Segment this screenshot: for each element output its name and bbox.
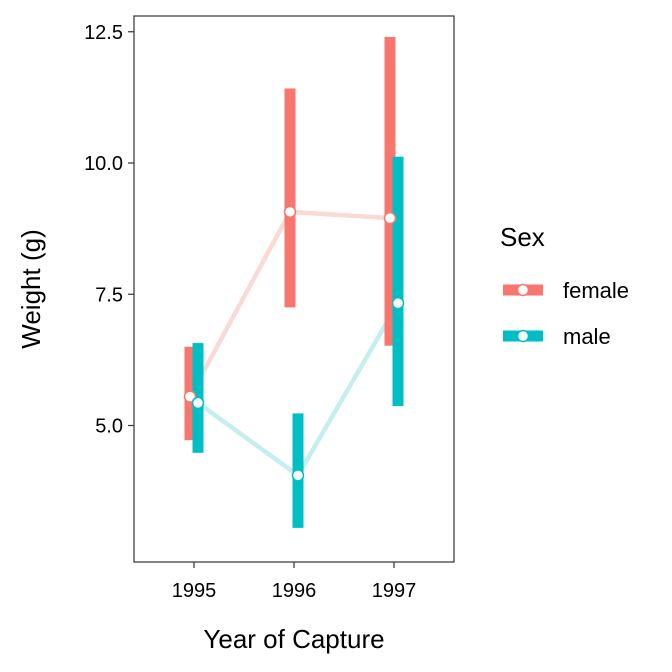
point-male-1997: [391, 296, 405, 310]
point-male-1995: [191, 396, 205, 410]
legend: Sex female male: [500, 222, 629, 349]
legend-key-point-male: [516, 329, 530, 343]
y-axis-title: Weight (g): [16, 229, 46, 348]
y-tick-label: 7.5: [95, 284, 123, 306]
point-female-1996: [283, 205, 297, 219]
x-tick-label: 1995: [172, 580, 217, 602]
y-tick-label: 12.5: [84, 22, 123, 44]
y-tick-label: 10.0: [84, 153, 123, 175]
legend-label-female: female: [563, 278, 629, 303]
legend-key-point-female: [516, 283, 530, 297]
y-tick-label: 5.0: [95, 416, 123, 438]
interval-bar-female-1997: [384, 37, 396, 346]
point-female-1995: [183, 390, 197, 403]
interval-bar-female-1996: [284, 88, 296, 308]
point-female-1997: [383, 211, 397, 225]
interval-bar-male-1997: [392, 156, 404, 407]
legend-label-male: male: [563, 324, 611, 349]
axis-layer: 5.0 7.5 10.0 12.5 1995 1996 1997: [84, 22, 416, 602]
x-axis-title: Year of Capture: [203, 624, 384, 654]
point-male-1996: [291, 469, 305, 482]
x-tick-label: 1996: [272, 580, 317, 602]
series-layer: [183, 37, 405, 528]
legend-title: Sex: [500, 222, 545, 252]
x-tick-label: 1997: [372, 580, 417, 602]
